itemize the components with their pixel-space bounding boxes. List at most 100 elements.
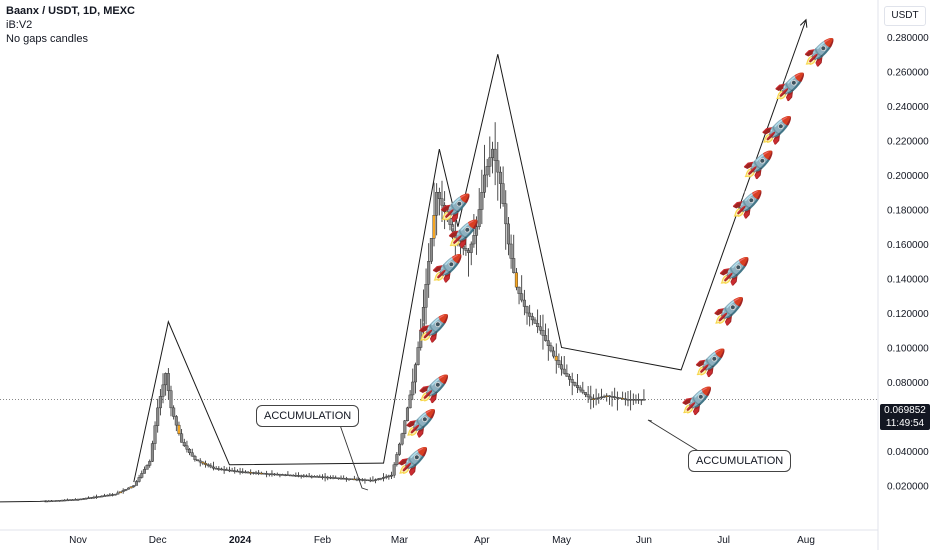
candle-body bbox=[509, 243, 513, 259]
rocket-icon: 🚀 bbox=[431, 253, 463, 283]
candle-body bbox=[334, 477, 338, 479]
symbol-title[interactable]: Baanx / USDT, 1D, MEXC bbox=[6, 5, 135, 17]
projection-line bbox=[133, 19, 807, 483]
currency-unit-button[interactable]: USDT bbox=[884, 6, 926, 26]
candle-body bbox=[602, 396, 606, 398]
candle-body bbox=[421, 307, 425, 331]
rocket-icon: 🚀 bbox=[774, 72, 806, 102]
candle-body bbox=[262, 473, 266, 475]
setting-label: No gaps candles bbox=[6, 33, 88, 45]
candle-body bbox=[174, 416, 178, 426]
rocket-icon: 🚀 bbox=[418, 313, 450, 343]
candle-body bbox=[504, 203, 508, 225]
candle-body bbox=[459, 243, 463, 247]
candle-body bbox=[148, 461, 152, 466]
candle-body bbox=[530, 316, 534, 321]
indicator-label[interactable]: iB:V2 bbox=[6, 19, 33, 31]
candle-body bbox=[119, 491, 123, 494]
price-tick-label: 0.280000 bbox=[887, 33, 929, 44]
candle-body bbox=[63, 499, 67, 502]
candle-body bbox=[126, 487, 130, 490]
time-tick-label: Nov bbox=[69, 535, 87, 546]
candle-body bbox=[339, 477, 343, 480]
candle-body bbox=[355, 478, 359, 481]
candle-body bbox=[124, 488, 128, 491]
candle-body bbox=[485, 166, 489, 176]
candle-body bbox=[557, 360, 561, 365]
lead-in-price-line bbox=[0, 500, 47, 503]
candle-body bbox=[161, 384, 165, 397]
candle-body bbox=[140, 473, 144, 478]
candle-body bbox=[243, 471, 247, 474]
candle-body bbox=[568, 376, 572, 380]
rocket-icon: 🚀 bbox=[761, 115, 793, 145]
candle-body bbox=[427, 261, 431, 285]
candle-body bbox=[212, 466, 216, 469]
candle-body bbox=[363, 479, 367, 481]
candle-body bbox=[145, 465, 149, 470]
candle-body bbox=[283, 474, 287, 476]
candle-body bbox=[591, 398, 595, 400]
candle-body bbox=[586, 394, 590, 398]
candle-body bbox=[323, 476, 327, 479]
candle-body bbox=[581, 389, 585, 393]
accumulation-callout-left[interactable]: ACCUMULATION bbox=[256, 405, 360, 427]
candle-body bbox=[137, 477, 141, 482]
candle-body bbox=[533, 319, 537, 324]
candle-body bbox=[52, 500, 56, 502]
candle-body bbox=[637, 399, 641, 401]
candle-body bbox=[589, 396, 593, 400]
candle-body bbox=[73, 499, 77, 501]
candle-body bbox=[379, 477, 383, 480]
accumulation-callout-right[interactable]: ACCUMULATION bbox=[688, 450, 792, 472]
candle-body bbox=[544, 335, 548, 341]
candle-body bbox=[368, 479, 372, 482]
candle-body bbox=[57, 500, 61, 502]
candle-body bbox=[273, 473, 277, 476]
candle-body bbox=[201, 461, 205, 464]
candle-body bbox=[400, 433, 404, 445]
candle-body bbox=[172, 407, 176, 417]
candle-body bbox=[440, 198, 444, 206]
candle-body bbox=[419, 330, 423, 348]
candle-body bbox=[467, 250, 471, 253]
candle-body bbox=[111, 494, 115, 496]
candle-body bbox=[411, 381, 415, 396]
price-tick-label: 0.200000 bbox=[887, 171, 929, 182]
candle-body bbox=[392, 464, 396, 476]
rocket-icon: 🚀 bbox=[731, 189, 763, 219]
rocket-icon: 🚀 bbox=[397, 446, 429, 476]
candle-body bbox=[302, 475, 306, 477]
candle-body bbox=[278, 474, 282, 476]
candle-body bbox=[142, 469, 146, 474]
price-tick-label: 0.160000 bbox=[887, 240, 929, 251]
candle-body bbox=[408, 394, 412, 409]
rocket-icon: 🚀 bbox=[718, 256, 750, 286]
candle-body bbox=[549, 345, 553, 352]
candle-body bbox=[416, 347, 420, 365]
time-tick-label: 2024 bbox=[229, 535, 252, 546]
rocket-icon: 🚀 bbox=[418, 374, 450, 404]
candle-body bbox=[222, 469, 226, 471]
candle-body bbox=[270, 473, 274, 475]
rocket-layer: 🚀🚀🚀🚀🚀🚀🚀🚀🚀🚀🚀🚀🚀🚀🚀🚀 bbox=[397, 37, 836, 476]
candle-body bbox=[132, 485, 136, 487]
price-tick-label: 0.020000 bbox=[887, 482, 929, 493]
candle-body bbox=[496, 160, 500, 173]
candle-body bbox=[116, 492, 120, 495]
candle-body bbox=[405, 407, 409, 422]
candle-body bbox=[472, 235, 476, 245]
time-tick-label: Feb bbox=[314, 535, 332, 546]
candle-body bbox=[259, 472, 263, 475]
candle-body bbox=[374, 479, 378, 481]
candle-body bbox=[294, 475, 298, 477]
candle-body bbox=[312, 476, 316, 478]
candle-body bbox=[241, 471, 245, 473]
candle-body bbox=[615, 397, 619, 399]
candle-body bbox=[79, 498, 83, 501]
projection-layer bbox=[133, 18, 808, 483]
candle-body bbox=[275, 473, 279, 476]
price-tick-label: 0.220000 bbox=[887, 137, 929, 148]
candle-body bbox=[65, 499, 69, 502]
